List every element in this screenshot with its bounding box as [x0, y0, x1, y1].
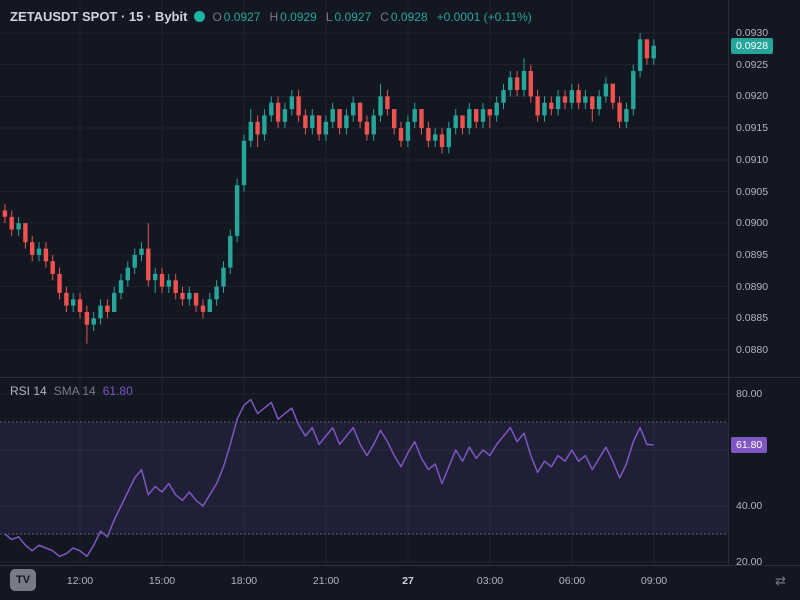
- exchange-logo-icon: [194, 11, 206, 22]
- candles: [2, 33, 656, 344]
- time-axis-label: 03:00: [476, 575, 504, 587]
- time-axis[interactable]: 12:00 15:00 18:00 21:00 27 03:00 06:00 09:00: [0, 565, 800, 600]
- price-axis-label: 0.0880: [736, 344, 769, 356]
- double-arrow-icon[interactable]: ⇄: [775, 573, 786, 588]
- time-axis-label: 21:00: [312, 575, 340, 587]
- price-axis-label: 0.0930: [736, 27, 769, 39]
- price-axis-label: 0.0900: [736, 217, 769, 229]
- rsi-title[interactable]: RSI 14: [10, 384, 47, 398]
- tradingview-logo[interactable]: TV: [10, 569, 36, 591]
- time-axis-label: 27: [402, 575, 414, 587]
- pane-divider[interactable]: [0, 377, 800, 378]
- time-axis-label: 06:00: [558, 575, 586, 587]
- rsi-axis-label: 40.00: [736, 500, 763, 512]
- rsi-current-value: 61.80: [102, 384, 133, 398]
- time-axis-label: 12:00: [66, 575, 94, 587]
- last-price-badge: 0.0928: [731, 38, 774, 54]
- price-axis[interactable]: 0.0928 0.0930 0.0925 0.0920 0.0915 0.0910 0.0…: [728, 0, 800, 378]
- ohlc-values: O 0.0927 H 0.0929 L 0.0927 C 0.0928 +0.0001 …: [212, 10, 531, 24]
- rsi-axis-label: 80.00: [736, 388, 763, 400]
- rsi-band: [0, 422, 728, 534]
- time-axis-label: 18:00: [230, 575, 258, 587]
- price-axis-label: 0.0895: [736, 249, 769, 261]
- gridlines: [0, 0, 728, 378]
- price-axis-label: 0.0915: [736, 122, 769, 134]
- rsi-chart[interactable]: [0, 378, 728, 565]
- open-label: O: [212, 9, 222, 24]
- low-label: L: [325, 9, 333, 24]
- rsi-axis[interactable]: 61.80 80.00 40.00 20.00: [728, 378, 800, 568]
- price-axis-label: 0.0885: [736, 312, 769, 324]
- price-axis-label: 0.0905: [736, 186, 769, 198]
- rsi-legend: RSI 14 SMA 14 61.80: [10, 384, 133, 398]
- low-value: 0.0927: [334, 9, 372, 24]
- price-axis-label: 0.0910: [736, 154, 769, 166]
- time-axis-label: 15:00: [148, 575, 176, 587]
- open-value: 0.0927: [223, 9, 261, 24]
- rsi-sma-label: SMA 14: [53, 384, 96, 398]
- symbol-legend: ZETAUSDT SPOT · 15 · Bybit O 0.0927 H 0.09…: [10, 9, 532, 24]
- time-axis-label: 09:00: [640, 575, 668, 587]
- rsi-value-badge: 61.80: [731, 437, 768, 453]
- close-value: 0.0928: [390, 9, 428, 24]
- price-axis-label: 0.0925: [736, 59, 769, 71]
- price-axis-label: 0.0920: [736, 90, 769, 102]
- price-chart[interactable]: [0, 0, 728, 378]
- close-label: C: [380, 9, 389, 24]
- rsi-line: [4, 398, 654, 558]
- high-label: H: [269, 9, 279, 24]
- symbol-title[interactable]: ZETAUSDT SPOT · 15 · Bybit: [10, 9, 188, 24]
- price-axis-label: 0.0890: [736, 281, 769, 293]
- change-value: +0.0001 (+0.11%): [436, 9, 532, 24]
- high-value: 0.0929: [280, 9, 317, 24]
